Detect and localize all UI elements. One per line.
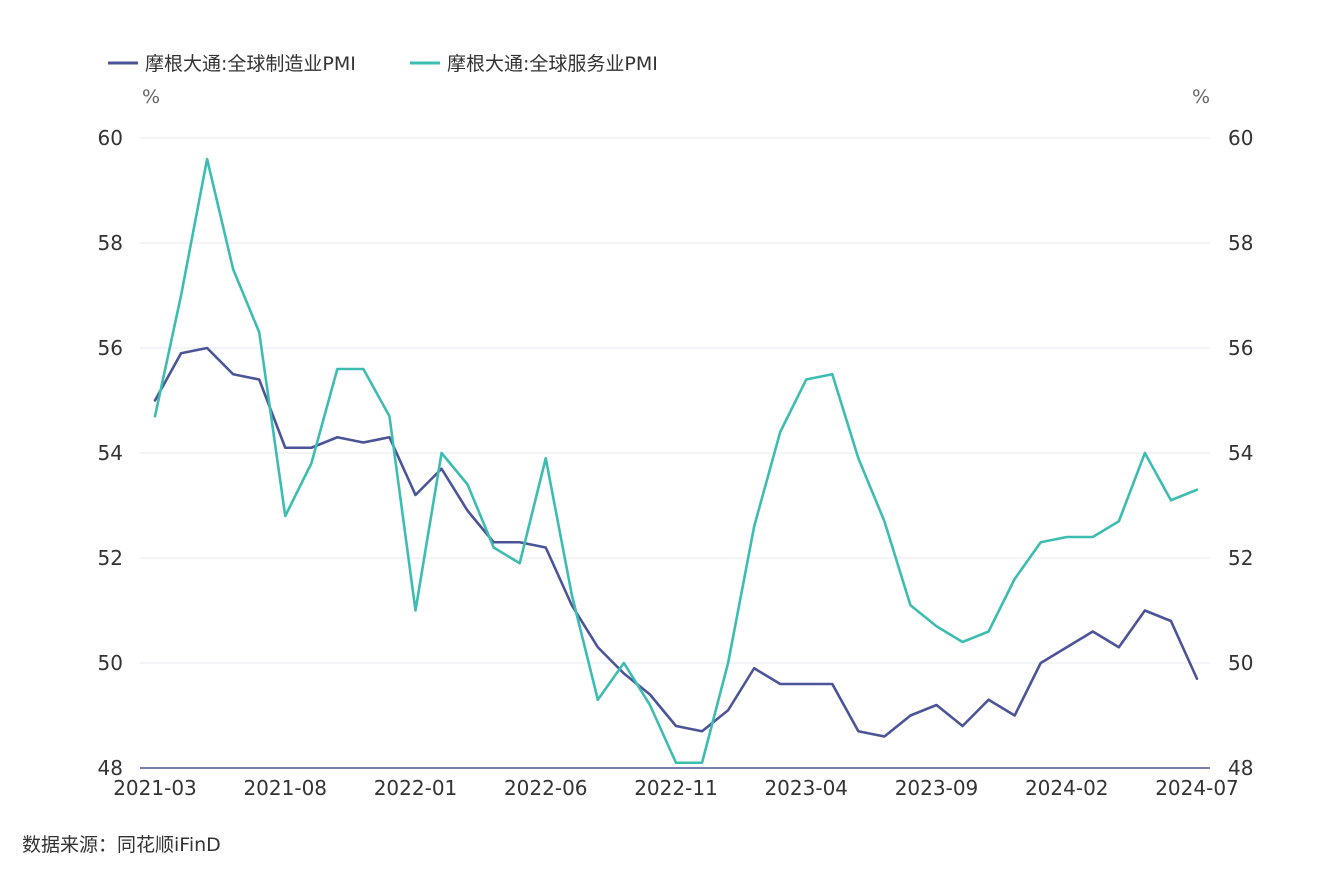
y-tick-right-56: 56 <box>1228 336 1253 360</box>
x-tick-2021-08: 2021-08 <box>243 776 327 800</box>
series-lines <box>153 157 1199 765</box>
right-y-axis-labels: 48 50 52 54 56 58 60 <box>1228 126 1253 780</box>
x-tick-2022-01: 2022-01 <box>374 776 458 800</box>
y-tick-left-52: 52 <box>98 546 123 570</box>
y-tick-right-50: 50 <box>1228 651 1253 675</box>
x-tick-2021-03: 2021-03 <box>113 776 197 800</box>
x-tick-2024-07: 2024-07 <box>1155 776 1239 800</box>
gridlines <box>140 137 1210 664</box>
y-tick-left-56: 56 <box>98 336 123 360</box>
y-tick-left-50: 50 <box>98 651 123 675</box>
legend: 摩根大通:全球制造业PMI 摩根大通:全球服务业PMI <box>108 53 658 75</box>
right-axis-unit: % <box>1192 86 1210 108</box>
x-tick-2022-06: 2022-06 <box>504 776 588 800</box>
y-tick-left-60: 60 <box>98 126 123 150</box>
data-source-note: 数据来源：同花顺iFinD <box>22 834 221 856</box>
x-tick-2024-02: 2024-02 <box>1025 776 1109 800</box>
left-axis-unit: % <box>142 86 160 108</box>
legend-label-services: 摩根大通:全球服务业PMI <box>447 53 658 75</box>
series-line-services <box>153 157 1199 765</box>
y-tick-left-58: 58 <box>98 231 123 255</box>
series-line-manufacturing <box>153 346 1199 738</box>
x-tick-2022-11: 2022-11 <box>634 776 718 800</box>
x-axis-labels: 2021-03 2021-08 2022-01 2022-06 2022-11 2023-… <box>113 776 1239 800</box>
y-tick-right-48: 48 <box>1228 756 1253 780</box>
y-tick-left-48: 48 <box>98 756 123 780</box>
left-y-axis-labels: 48 50 52 54 56 58 60 <box>98 126 123 780</box>
y-tick-right-54: 54 <box>1228 441 1253 465</box>
y-tick-left-54: 54 <box>98 441 123 465</box>
x-tick-2023-09: 2023-09 <box>895 776 979 800</box>
y-tick-right-58: 58 <box>1228 231 1253 255</box>
legend-label-manufacturing: 摩根大通:全球制造业PMI <box>145 53 356 75</box>
x-tick-2023-04: 2023-04 <box>764 776 848 800</box>
y-tick-right-60: 60 <box>1228 126 1253 150</box>
y-tick-right-52: 52 <box>1228 546 1253 570</box>
